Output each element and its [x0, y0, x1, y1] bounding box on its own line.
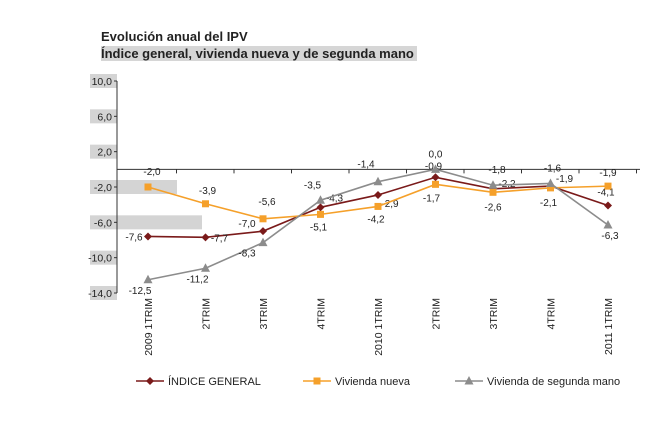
data-label: -3,9	[199, 186, 217, 197]
data-label: -2,1	[540, 198, 558, 209]
data-label: 0,0	[429, 149, 443, 160]
data-label: -8,3	[238, 249, 256, 260]
legend-marker-diamond	[146, 377, 154, 385]
data-label: -5,6	[258, 197, 276, 208]
data-label: -6,3	[601, 231, 619, 242]
legend-marker-square	[313, 377, 321, 385]
chart-title: Evolución anual del IPV	[101, 29, 248, 44]
data-label: -2,9	[381, 199, 399, 210]
data-point-square	[604, 182, 612, 190]
data-point-square	[144, 183, 152, 191]
data-point-triangle	[258, 237, 268, 247]
chart-subtitle: Índice general, vivienda nueva y de segu…	[101, 46, 417, 61]
data-label: -3,5	[304, 180, 322, 191]
data-label: -12,5	[129, 286, 152, 297]
x-category-label: 2TRIM	[431, 298, 443, 330]
data-point-triangle	[143, 274, 153, 284]
data-label: -1,9	[599, 168, 617, 179]
data-label: -11,2	[186, 274, 208, 285]
data-label: -1,8	[488, 165, 506, 176]
data-label: -1,6	[544, 163, 562, 174]
data-point-square	[374, 202, 382, 210]
data-point-diamond	[316, 203, 325, 212]
data-point-square	[317, 210, 324, 218]
data-point-diamond	[259, 227, 267, 236]
data-label: -1,4	[357, 160, 375, 171]
data-point-square	[432, 180, 439, 188]
data-label: -2,0	[143, 167, 161, 178]
legend-marker-triangle	[464, 376, 474, 385]
data-point-diamond	[144, 232, 152, 241]
x-category-label: 2TRIM	[201, 298, 213, 330]
ytick-bg	[90, 250, 117, 265]
ytick-label: -2,0	[94, 182, 112, 194]
data-point-triangle	[603, 219, 613, 229]
data-label: -1,7	[423, 193, 441, 204]
x-category-label: 4TRIM	[316, 298, 328, 330]
ytick-label: -6,0	[94, 217, 112, 229]
data-point-diamond	[374, 190, 382, 199]
ytick-bg	[90, 286, 117, 300]
band-minus6	[117, 215, 202, 230]
ytick-bg	[90, 215, 117, 230]
data-label: -5,1	[310, 222, 328, 233]
data-point-square	[202, 200, 209, 208]
x-category-label: 2010 1TRIM	[373, 298, 385, 356]
data-point-square	[489, 188, 497, 196]
data-label: -4,1	[597, 188, 615, 199]
data-point-triangle	[546, 178, 555, 187]
legend-label: Vivienda nueva	[335, 376, 411, 388]
data-point-diamond	[201, 233, 210, 242]
ytick-bg	[90, 109, 117, 124]
data-point-triangle	[316, 195, 325, 204]
ytick-label: 2,0	[97, 147, 112, 159]
x-category-label: 3TRIM	[488, 298, 500, 330]
data-point-diamond	[604, 201, 612, 210]
legend-label: ÍNDICE GENERAL	[168, 375, 261, 388]
data-point-square	[547, 184, 554, 192]
x-category-label: 3TRIM	[258, 298, 270, 330]
data-point-triangle	[488, 180, 498, 189]
data-point-triangle	[201, 263, 210, 272]
data-label: -7,0	[238, 219, 256, 230]
data-point-triangle	[373, 176, 383, 186]
data-point-triangle	[431, 164, 440, 173]
data-label: -2,6	[484, 202, 502, 213]
ytick-label: 10,0	[92, 76, 113, 88]
x-category-label: 4TRIM	[546, 298, 558, 330]
x-category-label: 2011 1TRIM	[603, 298, 615, 355]
ytick-bg	[90, 180, 117, 194]
data-label: -0,9	[425, 161, 443, 172]
ytick-label: -10,0	[88, 253, 112, 265]
x-category-label: 2009 1TRIM	[143, 298, 155, 356]
data-label: -7,6	[125, 232, 143, 243]
ytick-bg	[90, 74, 117, 88]
legend-label: Vivienda de segunda mano	[487, 376, 620, 388]
data-label: -1,9	[556, 174, 574, 185]
data-label: -4,2	[367, 214, 385, 225]
data-point-diamond	[431, 173, 440, 182]
ytick-label: 6,0	[97, 111, 112, 123]
data-label: -4,3	[326, 193, 344, 204]
ytick-label: -14,0	[88, 288, 112, 300]
ytick-bg	[90, 144, 117, 159]
data-label: -7,7	[211, 233, 229, 244]
data-point-square	[259, 215, 267, 223]
